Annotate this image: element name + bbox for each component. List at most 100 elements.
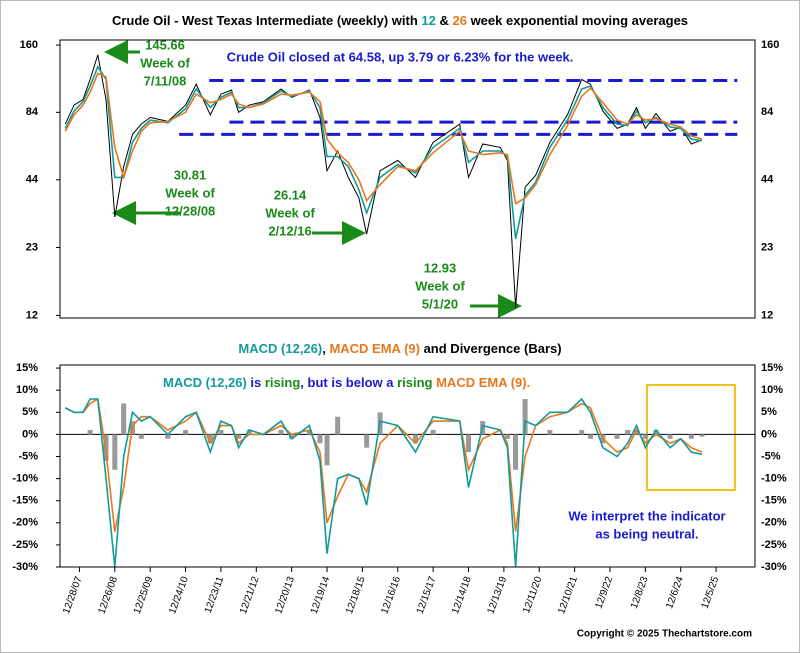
divergence-bar — [688, 434, 694, 439]
divergence-bar — [165, 434, 171, 439]
annotation-arrows — [104, 40, 522, 318]
series-line — [64, 397, 703, 567]
divergence-bar — [324, 434, 330, 466]
annotation: Week of — [165, 185, 215, 200]
plot — [64, 54, 703, 308]
copyright: Copyright © 2025 Thechartstore.com — [577, 629, 752, 640]
plot-frame — [59, 39, 756, 319]
title: MACD (12,26) is rising, but is below a r… — [163, 375, 530, 390]
divergence-bar — [522, 399, 528, 435]
y-tick-label-right: 15% — [761, 362, 783, 374]
y-tick-label: 84 — [26, 106, 39, 118]
annotation: Week of — [415, 278, 465, 293]
plot-frame — [59, 364, 756, 568]
divergence-bar — [306, 429, 312, 435]
y-tick-label-right: 0% — [761, 428, 777, 440]
divergence-bar — [614, 434, 620, 439]
divergence-bar — [246, 429, 252, 435]
annotation: 145.66 — [145, 37, 185, 52]
annotation: 5/1/20 — [422, 296, 458, 311]
y-tick-label-right: -10% — [761, 473, 787, 485]
divergence-bar — [218, 429, 224, 435]
title-part: 26 — [452, 13, 466, 28]
title-part: , but is below a — [300, 375, 397, 390]
y-tick-label: 5% — [22, 406, 38, 418]
y-tick-label-right: -20% — [761, 517, 787, 529]
y-tick-label: 15% — [16, 362, 38, 374]
divergence-bar — [236, 434, 242, 439]
divergence-bar — [289, 434, 295, 439]
divergence-bar — [625, 429, 631, 435]
annotation: 2/12/16 — [268, 223, 311, 238]
annotation: Week of — [140, 55, 190, 70]
title-part: MACD (12,26) — [163, 375, 247, 390]
y-tick-label: 44 — [26, 174, 39, 186]
divergence-bar — [121, 403, 127, 435]
y-tick-label: -25% — [12, 539, 38, 551]
y-tick-label: 0% — [22, 428, 38, 440]
conclusion: as being neutral. — [595, 526, 698, 541]
divergence-bar — [87, 429, 93, 435]
y-tick-label-right: 23 — [761, 241, 773, 253]
divergence-bar — [699, 434, 705, 437]
divergence-bar — [430, 429, 436, 435]
note: Crude Oil closed at 64.58, up 3.79 or 6.… — [227, 49, 574, 64]
y-tick-label: -15% — [12, 495, 38, 507]
annotation: 30.81 — [174, 167, 207, 182]
title-part: 12 — [421, 13, 435, 28]
divergence-bar — [466, 434, 472, 453]
title-part: and Divergence (Bars) — [420, 341, 562, 356]
title-part: MACD (12,26) — [238, 341, 322, 356]
annotation: 12.93 — [424, 260, 457, 275]
title-part: MACD EMA (9) — [329, 341, 420, 356]
y-tick-label-right: -25% — [761, 539, 787, 551]
y-tick-label-right: -30% — [761, 561, 787, 573]
y-tick-label-right: 5% — [761, 406, 777, 418]
divergence-bar — [513, 434, 519, 470]
divergence-bar — [278, 429, 284, 435]
divergence-bar — [547, 429, 553, 435]
title: MACD (12,26), MACD EMA (9) and Divergenc… — [238, 341, 561, 356]
y-tick-label: 160 — [20, 39, 38, 51]
divergence-bar — [138, 434, 144, 439]
title-part: MACD EMA (9). — [432, 375, 530, 390]
divergence-bar — [412, 434, 418, 444]
y-tick-label: -5% — [18, 450, 38, 462]
title-part: is — [247, 375, 265, 390]
plot — [64, 397, 705, 567]
divergence-bar — [667, 434, 673, 439]
title-part: Crude Oil - West Texas Intermediate (wee… — [112, 13, 421, 28]
y-tick-label-right: 10% — [761, 384, 783, 396]
y-tick-label: 10% — [16, 384, 38, 396]
divergence-bar — [207, 434, 213, 444]
series-line — [64, 72, 703, 205]
title-part: & — [436, 13, 453, 28]
annotation: 12/28/08 — [165, 203, 216, 218]
y-tick-label: -10% — [12, 473, 38, 485]
annotation: 7/11/08 — [144, 73, 187, 88]
y-tick-label: 23 — [26, 241, 38, 253]
y-tick-label: -30% — [12, 561, 38, 573]
divergence-bar — [112, 434, 118, 470]
title-part: rising — [397, 375, 432, 390]
y-tick-label-right: -15% — [761, 495, 787, 507]
divergence-bar — [653, 429, 659, 435]
divergence-bar — [335, 416, 341, 435]
title-part: , — [322, 341, 329, 356]
title-part: rising — [265, 375, 300, 390]
y-tick-label: 12 — [26, 309, 38, 321]
y-tick-label-right: -5% — [761, 450, 781, 462]
y-tick-label-right: 44 — [761, 174, 774, 186]
divergence-bar — [183, 429, 189, 435]
y-tick-label-right: 84 — [761, 106, 774, 118]
title-part: week exponential moving averages — [467, 13, 688, 28]
annotation: 26.14 — [274, 187, 307, 202]
divergence-bar — [504, 434, 510, 439]
y-tick-label-right: 160 — [761, 39, 779, 51]
divergence-bar — [364, 434, 370, 448]
divergence-bar — [579, 429, 585, 435]
series-line — [64, 54, 703, 308]
annotation: Week of — [265, 205, 315, 220]
